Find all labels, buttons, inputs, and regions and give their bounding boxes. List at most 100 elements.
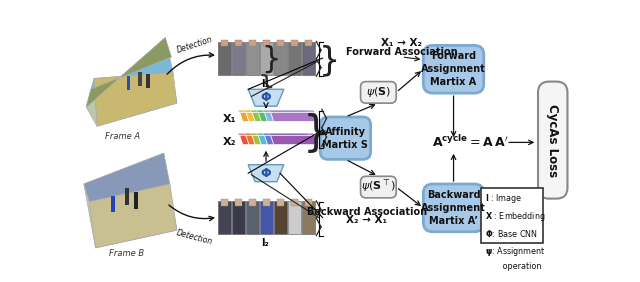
- Polygon shape: [259, 113, 307, 122]
- Bar: [146, 74, 150, 88]
- Polygon shape: [86, 38, 172, 107]
- Bar: [260, 201, 273, 234]
- Bar: [305, 40, 312, 46]
- Polygon shape: [90, 184, 177, 248]
- Bar: [274, 201, 287, 234]
- Polygon shape: [271, 113, 319, 122]
- Bar: [221, 40, 228, 46]
- Text: $\mathbf{A}^{\mathbf{cycle}} = \mathbf{A}\,\mathbf{A}'$: $\mathbf{A}^{\mathbf{cycle}} = \mathbf{A…: [433, 135, 509, 150]
- Bar: [221, 199, 228, 206]
- Bar: [125, 188, 129, 205]
- Bar: [235, 40, 242, 46]
- Bar: [218, 41, 231, 75]
- Polygon shape: [250, 110, 297, 113]
- Polygon shape: [84, 153, 170, 202]
- Bar: [235, 199, 242, 206]
- Text: Frame A: Frame A: [105, 133, 140, 141]
- Polygon shape: [84, 153, 177, 248]
- Text: Forward
Assignment
Martix A: Forward Assignment Martix A: [421, 51, 486, 87]
- Polygon shape: [252, 135, 300, 145]
- Bar: [232, 201, 245, 234]
- Bar: [138, 72, 142, 86]
- Bar: [246, 201, 259, 234]
- Polygon shape: [259, 135, 307, 145]
- Text: }: }: [261, 44, 280, 73]
- Polygon shape: [237, 110, 285, 113]
- Bar: [249, 199, 256, 206]
- Text: Affinity
Martix S: Affinity Martix S: [323, 127, 369, 150]
- Text: Detection: Detection: [175, 35, 214, 55]
- Text: $\psi(\mathbf{S}^\top)$: $\psi(\mathbf{S}^\top)$: [361, 179, 396, 195]
- Bar: [291, 199, 298, 206]
- Bar: [249, 40, 256, 46]
- Polygon shape: [250, 133, 297, 135]
- Text: Backward Association: Backward Association: [307, 207, 427, 217]
- Polygon shape: [86, 38, 173, 107]
- Bar: [288, 41, 301, 75]
- Bar: [218, 201, 231, 234]
- FancyBboxPatch shape: [360, 81, 396, 103]
- Polygon shape: [264, 113, 312, 122]
- Text: CycAs Loss: CycAs Loss: [547, 103, 559, 177]
- Polygon shape: [244, 133, 291, 135]
- Bar: [301, 41, 315, 75]
- Polygon shape: [248, 89, 284, 106]
- Text: X₁: X₁: [223, 114, 237, 124]
- Polygon shape: [248, 165, 284, 182]
- Bar: [263, 40, 270, 46]
- Text: }: }: [319, 45, 340, 78]
- Bar: [246, 41, 259, 75]
- Bar: [263, 199, 270, 206]
- Polygon shape: [262, 133, 309, 135]
- Bar: [481, 188, 543, 243]
- Bar: [274, 41, 287, 75]
- Polygon shape: [239, 135, 288, 145]
- Polygon shape: [264, 135, 312, 145]
- Bar: [291, 40, 298, 46]
- Text: X₁ → X₂: X₁ → X₂: [381, 38, 422, 48]
- Polygon shape: [237, 133, 285, 135]
- Text: X₂: X₂: [223, 137, 237, 147]
- FancyBboxPatch shape: [423, 45, 484, 93]
- Text: Φ: Φ: [260, 91, 271, 104]
- Polygon shape: [262, 110, 309, 113]
- Text: $\mathbf{I}$ : Image
$\mathbf{X}$ : Embedding
$\mathbf{\Phi}$: Base CNN
$\mathbf: $\mathbf{I}$ : Image $\mathbf{X}$ : Embe…: [485, 192, 546, 271]
- Polygon shape: [246, 113, 294, 122]
- Polygon shape: [246, 135, 294, 145]
- Polygon shape: [268, 133, 316, 135]
- Polygon shape: [244, 110, 291, 113]
- Text: Detection: Detection: [175, 228, 214, 246]
- Text: Forward Association: Forward Association: [346, 47, 458, 57]
- Bar: [277, 199, 284, 206]
- FancyBboxPatch shape: [423, 184, 484, 232]
- Polygon shape: [239, 113, 288, 122]
- Text: Frame B: Frame B: [109, 250, 144, 258]
- FancyBboxPatch shape: [538, 81, 568, 199]
- Bar: [111, 195, 115, 212]
- Bar: [260, 41, 273, 75]
- Text: }: }: [303, 113, 329, 155]
- Bar: [127, 76, 131, 90]
- Bar: [288, 201, 301, 234]
- Text: $\psi(\mathbf{S})$: $\psi(\mathbf{S})$: [366, 85, 391, 99]
- Polygon shape: [94, 72, 177, 126]
- Polygon shape: [268, 110, 316, 113]
- Bar: [134, 192, 138, 209]
- FancyBboxPatch shape: [360, 176, 396, 198]
- Text: }: }: [258, 74, 276, 102]
- Polygon shape: [86, 38, 177, 126]
- Text: Φ: Φ: [260, 167, 271, 180]
- Polygon shape: [252, 113, 300, 122]
- Polygon shape: [256, 133, 303, 135]
- Bar: [232, 41, 245, 75]
- Bar: [305, 199, 312, 206]
- Text: I₂: I₂: [261, 238, 269, 248]
- Polygon shape: [256, 110, 303, 113]
- Text: I₁: I₁: [261, 78, 269, 89]
- Text: Backward
Assignment
Martix A’: Backward Assignment Martix A’: [421, 190, 486, 226]
- FancyBboxPatch shape: [320, 117, 371, 159]
- Bar: [301, 201, 315, 234]
- Bar: [277, 40, 284, 46]
- Text: X₂ → X₁: X₂ → X₁: [346, 215, 387, 225]
- Polygon shape: [271, 135, 319, 145]
